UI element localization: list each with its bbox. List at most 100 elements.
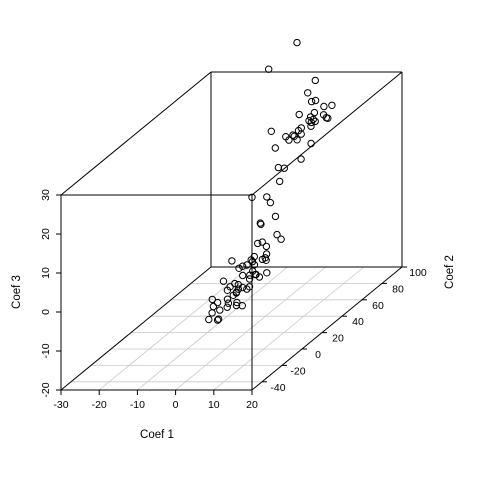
- data-point: [263, 269, 271, 277]
- x-tick-label: -30: [53, 399, 68, 411]
- data-point: [234, 280, 243, 289]
- y-tick-label: 0: [315, 349, 321, 361]
- data-point: [239, 271, 247, 280]
- x-tick-label: 10: [208, 399, 220, 411]
- data-point: [307, 139, 315, 148]
- y-tick-label: 40: [352, 316, 364, 328]
- data-point: [277, 235, 285, 243]
- data-point: [307, 97, 316, 106]
- data-point: [305, 117, 313, 125]
- data-point: [320, 102, 328, 111]
- data-point: [266, 198, 275, 207]
- y-tick-label: 80: [392, 283, 404, 295]
- data-point: [255, 273, 264, 281]
- data-point: [328, 101, 336, 110]
- grid-line-x: [213, 266, 365, 391]
- y-tick-label: 100: [409, 267, 427, 279]
- grid-line-x: [98, 266, 250, 391]
- z-tick-label: 10: [40, 267, 52, 279]
- data-point: [274, 163, 283, 172]
- data-point: [235, 264, 243, 272]
- data-point: [276, 177, 284, 186]
- box-edge: [251, 71, 403, 196]
- data-point: [262, 250, 271, 258]
- axis-ticks: -30 -20 -10 0 10 20-40-20020406080100-20-1001…: [40, 189, 427, 411]
- x-tick-label: -20: [92, 399, 107, 411]
- z-tick-label: 0: [40, 309, 52, 315]
- data-point: [307, 118, 315, 127]
- data-point: [226, 283, 234, 291]
- data-point: [311, 76, 319, 85]
- data-point: [232, 301, 241, 310]
- data-point: [273, 230, 281, 239]
- data-point: [294, 126, 303, 135]
- bounding-box: [60, 71, 403, 391]
- data-point: [224, 299, 233, 307]
- z-tick-label: -20: [40, 382, 52, 397]
- data-point: [295, 110, 303, 119]
- box-edge: [60, 71, 212, 196]
- data-point: [261, 254, 269, 262]
- y-tick-label: -40: [270, 382, 285, 394]
- data-point: [245, 283, 254, 291]
- data-point: [267, 127, 275, 136]
- grid-line-x: [137, 266, 288, 391]
- data-point: [233, 298, 241, 307]
- data-point: [311, 96, 320, 105]
- data-point: [213, 298, 222, 307]
- data-point: [271, 212, 280, 221]
- grid-line-x: [175, 266, 326, 391]
- data-point: [258, 238, 266, 246]
- y-tick-label: 60: [372, 300, 384, 312]
- data-point: [280, 164, 288, 172]
- data-point: [216, 306, 224, 314]
- data-point: [310, 108, 319, 117]
- data-point: [251, 270, 259, 279]
- data-point: [234, 285, 243, 293]
- floor-grid: [71, 266, 382, 391]
- data-point: [262, 242, 271, 251]
- y-axis-label: Coef 2: [444, 255, 456, 289]
- data-point: [245, 275, 254, 283]
- data-point: [208, 295, 217, 304]
- data-points: [205, 38, 336, 324]
- data-point: [250, 261, 259, 269]
- data-point: [293, 136, 301, 144]
- data-point: [256, 219, 264, 227]
- x-tick-label: 0: [173, 399, 179, 411]
- data-point: [243, 261, 251, 269]
- data-point: [205, 315, 213, 324]
- data-point: [238, 262, 247, 270]
- data-point: [246, 271, 254, 279]
- data-point: [304, 89, 312, 97]
- box-edge: [251, 266, 403, 391]
- box-edge: [60, 266, 212, 391]
- data-point: [208, 309, 216, 317]
- data-point: [228, 257, 236, 265]
- data-point: [254, 239, 262, 248]
- data-point: [271, 144, 279, 152]
- z-axis-label: Coef 3: [11, 275, 23, 309]
- z-tick-label: -10: [40, 343, 52, 358]
- data-point: [209, 302, 218, 311]
- x-tick-label: -10: [130, 399, 145, 411]
- data-point: [250, 252, 259, 261]
- x-tick-label: 20: [246, 399, 258, 411]
- data-point: [322, 114, 330, 122]
- data-point: [223, 295, 232, 303]
- data-point: [265, 65, 273, 73]
- y-tick-label: 20: [332, 333, 344, 345]
- data-point: [293, 38, 301, 47]
- x-axis-label: Coef 1: [140, 429, 174, 441]
- data-point: [289, 131, 297, 139]
- data-point: [213, 316, 222, 324]
- data-point: [248, 193, 256, 202]
- data-point: [263, 193, 271, 201]
- z-tick-label: 20: [40, 228, 52, 240]
- data-point: [214, 315, 223, 323]
- data-point: [297, 155, 305, 163]
- data-point: [219, 277, 228, 285]
- z-tick-label: 30: [40, 189, 52, 201]
